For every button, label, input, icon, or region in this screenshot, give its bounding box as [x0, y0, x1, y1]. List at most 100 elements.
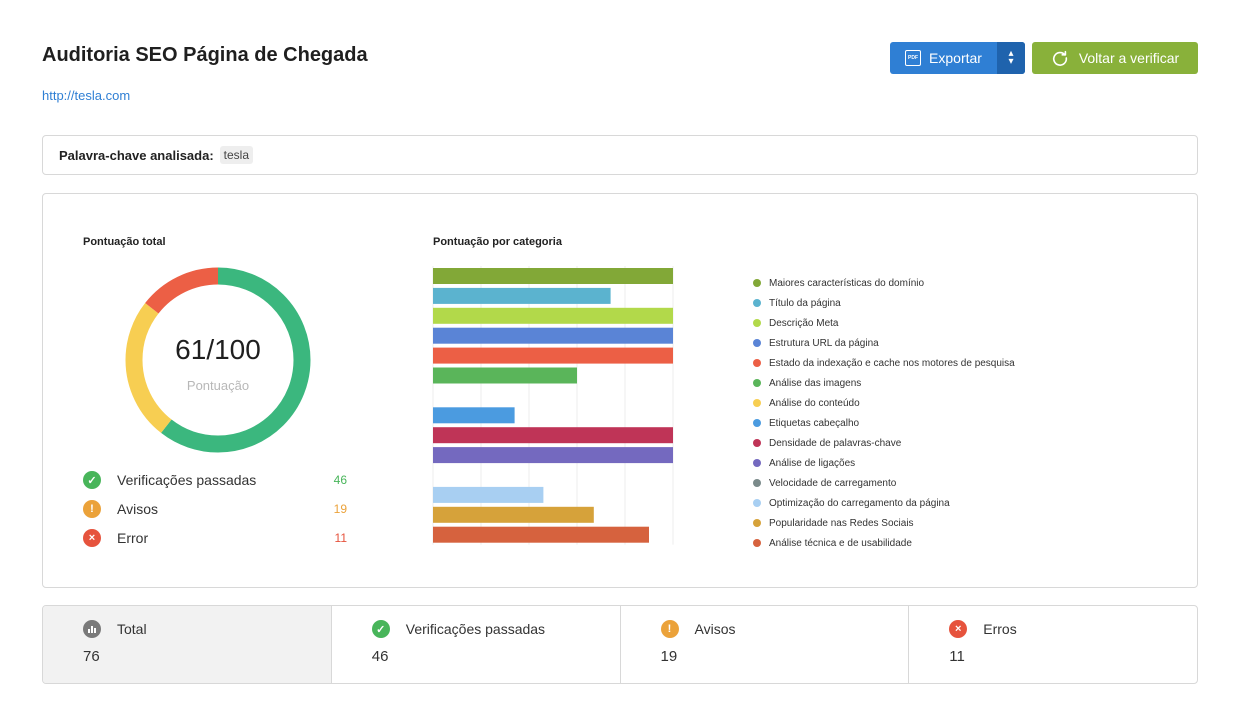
legend-dot [753, 419, 761, 427]
legend-item[interactable]: Análise do conteúdo [753, 393, 1015, 413]
keyword-label: Palavra-chave analisada: [59, 147, 214, 163]
chevron-down-icon: ▾ [1008, 56, 1014, 67]
export-options-caret[interactable]: ▴ ▾ [997, 42, 1025, 74]
stat-passed-value: 46 [333, 473, 347, 487]
legend-dot [753, 439, 761, 447]
score-card: Pontuação total 61/100 Pontuação ✓ Verif… [42, 193, 1198, 588]
chevron-up-icon: ▴ [1008, 48, 1014, 59]
legend-dot [753, 319, 761, 327]
bar-12[interactable] [433, 506, 594, 523]
legend-label: Descrição Meta [769, 317, 839, 329]
stat-errors: × Error 11 [83, 528, 347, 548]
legend-label: Estado da indexação e cache nos motores … [769, 357, 1015, 369]
export-main[interactable]: PDF Exportar [890, 42, 997, 74]
legend-dot [753, 339, 761, 347]
donut-segment-errors [125, 267, 311, 453]
legend-item[interactable]: Popularidade nas Redes Sociais [753, 513, 1015, 533]
export-label: Exportar [929, 50, 982, 66]
bar-11[interactable] [433, 486, 544, 503]
stat-warnings-label: Avisos [117, 501, 158, 517]
legend-item[interactable]: Etiquetas cabeçalho [753, 413, 1015, 433]
legend-item[interactable]: Análise das imagens [753, 373, 1015, 393]
keyword-panel: Palavra-chave analisada: tesla [42, 135, 1198, 175]
bar-0[interactable] [433, 268, 673, 284]
summary-errors[interactable]: × Erros 11 [908, 606, 1197, 683]
bar-1[interactable] [433, 287, 611, 304]
legend-dot [753, 519, 761, 527]
legend-dot [753, 379, 761, 387]
bar-8[interactable] [433, 427, 673, 444]
page-title: Auditoria SEO Página de Chegada [42, 44, 368, 66]
summary-passed-label: Verificações passadas [405, 621, 546, 637]
x-tick-label: 40% [520, 549, 538, 550]
check-circle-icon: ✓ [371, 620, 390, 638]
site-url-link[interactable]: http://tesla.com [42, 88, 131, 103]
legend-label: Estrutura URL da página [769, 337, 879, 349]
legend-item[interactable]: Análise técnica e de usabilidade [753, 533, 1015, 553]
bar-2[interactable] [433, 307, 673, 324]
summary-warnings[interactable]: ! Avisos 19 [619, 606, 909, 683]
legend-item[interactable]: Análise de ligações [753, 453, 1015, 473]
category-bar-chart: 0% 20% 40% 60% 80% 100% [426, 266, 685, 550]
summary-passed-value: 46 [371, 648, 389, 665]
x-tick-label: 100% [661, 549, 684, 550]
legend-label: Maiores características do domínio [769, 277, 925, 289]
chart-legend: Maiores características do domínio Título… [753, 273, 1015, 553]
summary-warnings-value: 19 [660, 648, 678, 665]
pdf-icon: PDF [905, 50, 922, 66]
error-circle-icon: × [83, 529, 101, 547]
check-circle-icon: ✓ [83, 471, 101, 489]
legend-item[interactable]: Maiores características do domínio [753, 273, 1015, 293]
warning-circle-icon: ! [660, 620, 679, 638]
legend-item[interactable]: Título da página [753, 293, 1015, 313]
bar-7[interactable] [433, 407, 515, 424]
legend-item[interactable]: Descrição Meta [753, 313, 1015, 333]
donut-chart [125, 267, 311, 453]
legend-label: Análise técnica e de usabilidade [769, 537, 912, 549]
summary-total-value: 76 [83, 648, 100, 665]
x-tick-label: 60% [568, 549, 586, 550]
legend-item[interactable]: Optimização do carregamento da página [753, 493, 1015, 513]
export-button[interactable]: PDF Exportar ▴ ▾ [890, 42, 1025, 74]
summary-passed[interactable]: ✓ Verificações passadas 46 [330, 606, 620, 683]
bar-5[interactable] [433, 367, 577, 384]
recheck-button[interactable]: Voltar a verificar [1032, 42, 1198, 74]
donut-segment-warnings [125, 267, 311, 453]
legend-item[interactable]: Estrutura URL da página [753, 333, 1015, 353]
legend-label: Densidade de palavras-chave [769, 437, 902, 449]
legend-dot [753, 399, 761, 407]
bar-13[interactable] [433, 526, 649, 543]
refresh-icon [1052, 50, 1067, 66]
legend-label: Velocidade de carregamento [769, 477, 897, 489]
x-tick-label: 80% [616, 549, 634, 550]
stat-errors-label: Error [117, 530, 149, 546]
x-tick-label: 20% [472, 549, 490, 550]
bar-3[interactable] [433, 327, 673, 344]
legend-label: Análise do conteúdo [769, 397, 860, 409]
score-donut: 61/100 Pontuação [124, 266, 312, 454]
legend-dot [753, 479, 761, 487]
summary-total[interactable]: Total 76 [43, 606, 331, 683]
bar-4[interactable] [433, 347, 673, 364]
x-tick-label: 0% [426, 549, 439, 550]
summary-total-label: Total [117, 621, 147, 637]
legend-label: Análise de ligações [769, 457, 856, 469]
keyword-chip: tesla [219, 146, 254, 164]
error-circle-icon: × [949, 620, 968, 638]
legend-label: Análise das imagens [769, 377, 862, 389]
legend-label: Optimização do carregamento da página [769, 497, 950, 509]
stat-passed-label: Verificações passadas [117, 472, 257, 488]
legend-item[interactable]: Estado da indexação e cache nos motores … [753, 353, 1015, 373]
legend-dot [753, 499, 761, 507]
summary-errors-value: 11 [949, 648, 965, 665]
warning-circle-icon: ! [83, 500, 101, 518]
legend-label: Etiquetas cabeçalho [769, 417, 860, 429]
legend-label: Título da página [769, 297, 841, 309]
legend-item[interactable]: Velocidade de carregamento [753, 473, 1015, 493]
bar-9[interactable] [433, 447, 673, 464]
legend-dot [753, 459, 761, 467]
chart-icon [83, 620, 101, 638]
legend-item[interactable]: Densidade de palavras-chave [753, 433, 1015, 453]
score-value: 61/100 [175, 334, 261, 365]
legend-dot [753, 539, 761, 547]
